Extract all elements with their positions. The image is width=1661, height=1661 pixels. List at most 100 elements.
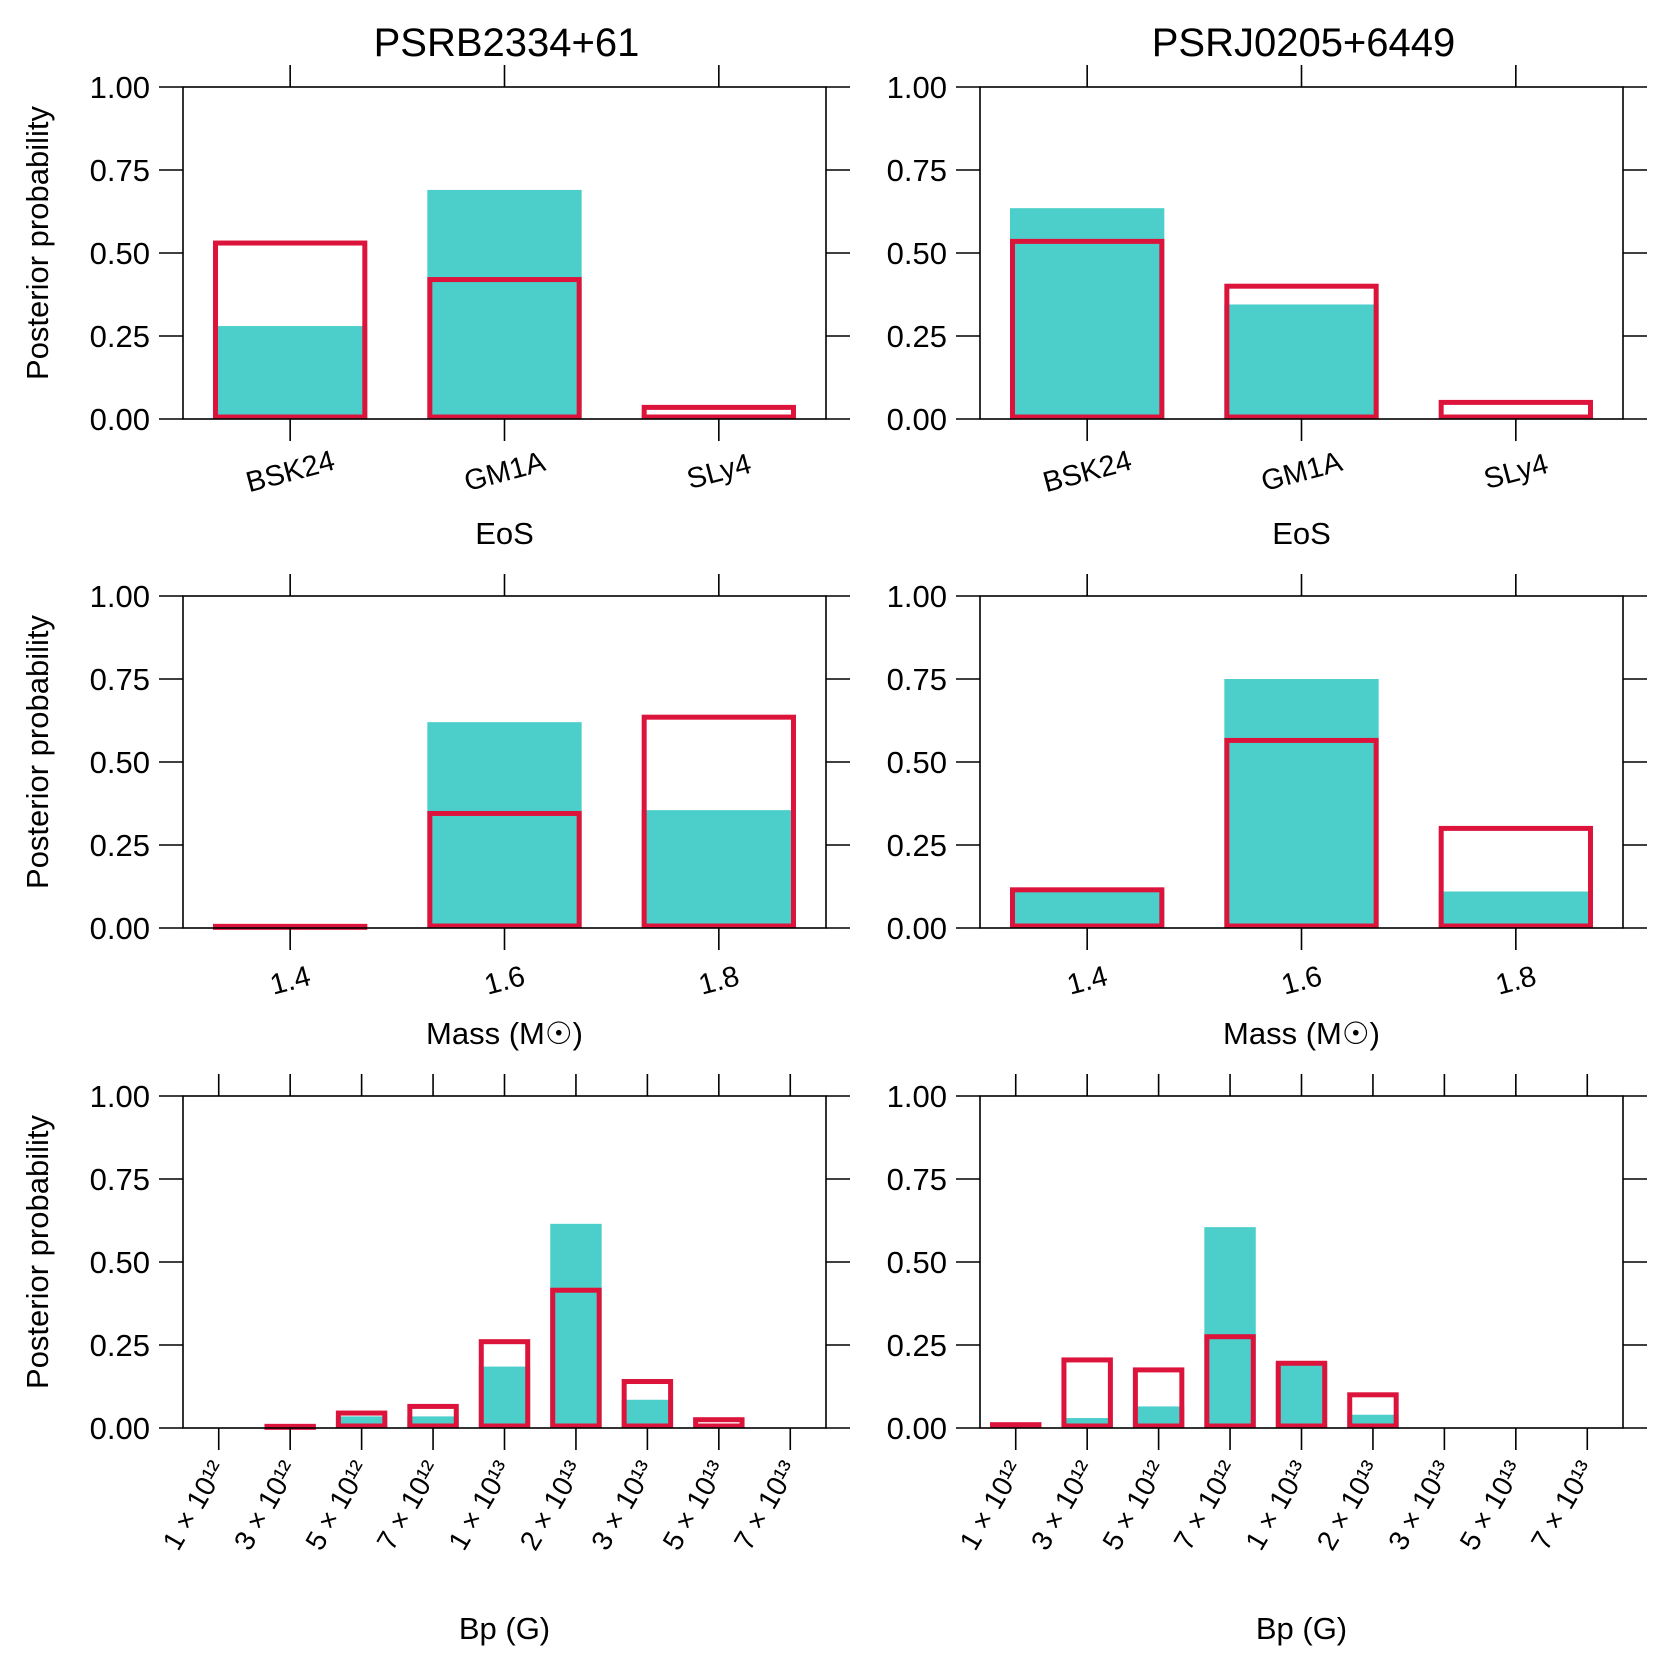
bar-filled-0 [1010,889,1165,928]
x-tick-label: 7 × 10¹³ [728,1456,803,1556]
bar-filled-2 [335,1416,388,1428]
bar-filled-2 [1438,891,1593,928]
bar-outline-1 [427,810,582,929]
x-tick-label: 3 × 10¹³ [1382,1456,1457,1556]
x-tick-label: 5 × 10¹² [1096,1456,1171,1556]
y-tick-label: 1.00 [887,579,947,614]
y-tick-label: 0.50 [887,236,947,271]
x-axis-label: Bp (G) [1256,1611,1347,1646]
x-tick-label: GM1A [1258,446,1346,498]
x-tick-label: 5 × 10¹³ [657,1456,732,1556]
bar-outline-5 [550,1287,602,1429]
bar-outline-0 [1010,887,1165,929]
y-tick-label: 0.75 [887,1162,947,1197]
bar-filled-6 [621,1399,674,1428]
x-tick-label: 1.8 [695,960,742,1001]
y-tick-label: 0.75 [90,1162,150,1197]
x-axis-label: EoS [475,516,534,551]
bar-outline-6 [621,1379,674,1429]
bar-outline-2 [641,714,796,929]
x-tick-label: BSK24 [243,445,339,499]
y-tick-label: 0.00 [90,911,150,946]
bar-outline-2 [335,1410,388,1429]
y-axis-label: Posterior probability [20,615,55,889]
x-tick-label: 1.4 [267,960,314,1001]
x-tick-label: 1.6 [481,960,528,1001]
bar-outline-2 [1438,825,1593,929]
bar-filled-4 [1275,1363,1328,1428]
bar-outline-5 [1347,1392,1399,1429]
y-tick-label: 0.50 [887,745,947,780]
bar-filled-1 [427,189,582,419]
y-tick-label: 1.00 [90,1079,150,1114]
x-tick-label: SLy4 [684,448,755,496]
bar-outline-0 [990,1422,1042,1429]
x-tick-label: GM1A [461,446,549,498]
y-axis-label: Posterior probability [20,106,55,380]
x-tick-label: SLy4 [1481,448,1552,496]
x-tick-label: 7 × 10¹² [371,1456,446,1556]
x-tick-label: 1 × 10¹² [156,1456,231,1556]
x-tick-label: 1.8 [1492,960,1539,1001]
x-axis-label: Bp (G) [459,1611,550,1646]
y-tick-label: 1.00 [887,70,947,105]
y-tick-label: 0.25 [90,319,150,354]
x-tick-label: 1 × 10¹³ [442,1456,517,1556]
bar-outline-3 [407,1403,459,1429]
x-tick-label: 1.6 [1278,960,1325,1001]
x-tick-label: 7 × 10¹³ [1525,1456,1600,1556]
bar-outline-0 [213,923,368,930]
y-tick-label: 0.00 [887,1411,947,1446]
x-axis-label: EoS [1272,516,1331,551]
x-tick-label: 7 × 10¹² [1168,1456,1243,1556]
y-tick-label: 0.50 [90,745,150,780]
y-tick-label: 0.50 [887,1245,947,1280]
y-tick-label: 0.75 [887,153,947,188]
y-tick-label: 0.00 [887,402,947,437]
x-tick-label: 3 × 10¹³ [585,1456,660,1556]
y-tick-label: 0.75 [90,662,150,697]
bar-outline-3 [1204,1334,1256,1429]
y-tick-label: 0.75 [887,662,947,697]
bar-filled-1 [427,722,582,928]
x-tick-label: 2 × 10¹³ [514,1456,589,1556]
panel-eos-right: 0.00 0.25 0.50 0.75 1.00 BSK24 GM1A SLy4 PSRJ020… [887,21,1647,551]
y-tick-label: 1.00 [887,1079,947,1114]
x-axis-label: Mass (M☉) [1223,1016,1380,1051]
bar-outline-7 [693,1417,745,1429]
bar-outline-0 [213,240,368,420]
y-tick-label: 0.25 [887,1328,947,1363]
bar-filled-1 [1061,1418,1113,1428]
bar-outline-1 [264,1423,316,1430]
x-tick-label: 3 × 10¹² [1025,1456,1100,1556]
y-tick-label: 0.00 [90,402,150,437]
y-tick-label: 1.00 [90,70,150,105]
bar-outline-4 [1275,1360,1328,1429]
bar-filled-3 [1204,1227,1256,1428]
bar-outline-4 [478,1339,531,1429]
bar-filled-4 [478,1366,531,1428]
bar-filled-2 [641,810,796,928]
y-tick-label: 0.25 [887,319,947,354]
bar-outline-2 [1438,399,1593,420]
bar-filled-5 [550,1223,602,1428]
bar-filled-2 [1132,1406,1185,1428]
y-tick-label: 0.50 [90,236,150,271]
y-tick-label: 0.50 [90,1245,150,1280]
x-tick-label: BSK24 [1040,445,1136,499]
x-tick-label: 1 × 10¹³ [1239,1456,1314,1556]
bar-outline-2 [1132,1367,1185,1429]
bar-outline-1 [427,277,582,420]
panel-title: PSRB2334+61 [374,21,640,65]
panel-eos-left: 0.00 0.25 0.50 0.75 1.00 BSK24 GM1A SLy4 PSRB233… [20,21,850,551]
x-axis-label: Mass (M☉) [426,1016,583,1051]
bar-filled-1 [1224,304,1379,419]
x-tick-label: 5 × 10¹² [299,1456,374,1556]
y-axis-label: Posterior probability [20,1115,55,1389]
panel-title: PSRJ0205+6449 [1152,21,1456,65]
bar-filled-0 [213,326,368,419]
y-tick-label: 0.00 [90,1411,150,1446]
